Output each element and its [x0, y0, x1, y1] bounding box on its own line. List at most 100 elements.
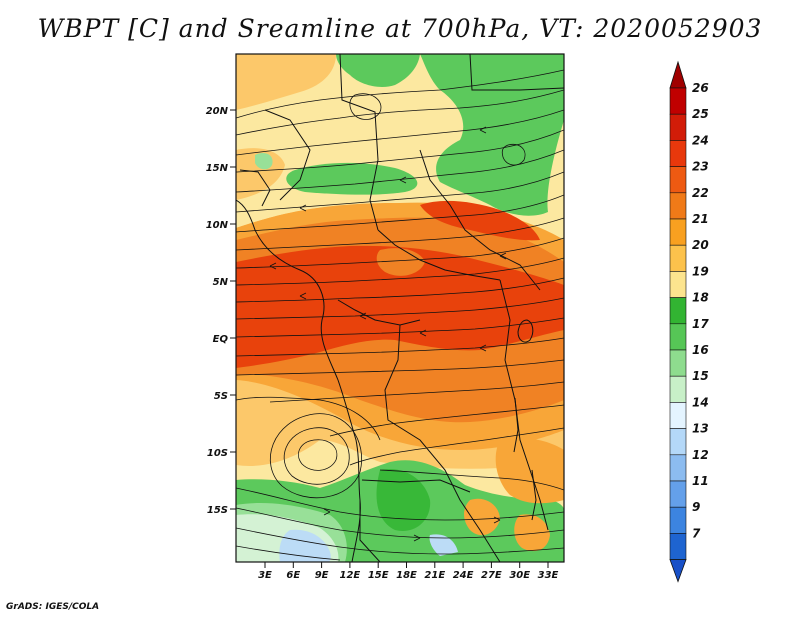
field-se-orange-3: [514, 514, 550, 552]
colorbar-label: 15: [692, 369, 709, 383]
lake-outline: [531, 469, 537, 521]
border-line: [337, 299, 421, 326]
map-title: WBPT [C] and Sreamline at 700hPa, VT: 20…: [37, 14, 763, 43]
streamline: [236, 217, 564, 251]
colorbar-label: 23: [692, 160, 709, 174]
colorbar-swatch: [669, 218, 687, 246]
lat-tick-label: 10N: [206, 220, 229, 231]
border-line: [359, 500, 381, 562]
field-south-green-dark: [376, 469, 431, 531]
streamline: [236, 171, 564, 213]
lat-tick-label: 5N: [213, 277, 229, 288]
country-borders: [236, 54, 564, 562]
map-area: [236, 54, 564, 562]
streamline: [236, 545, 341, 561]
colorbar-label: 7: [692, 526, 701, 540]
colorbar-label: 22: [692, 186, 709, 200]
colorbar-label: 19: [692, 264, 709, 278]
streamline: [236, 277, 564, 303]
colorbar-label: 12: [692, 448, 709, 462]
lake-outline: [517, 319, 534, 343]
streamline: [236, 257, 564, 286]
lat-tick-label: 15S: [207, 505, 228, 516]
streamline: [269, 381, 564, 403]
border-line: [339, 54, 379, 231]
streamline: [269, 413, 362, 499]
lon-tick-label: 27E: [481, 570, 502, 581]
streamline: [236, 129, 564, 173]
lon-tick-label: 6E: [286, 570, 300, 581]
colorbar-label: 25: [692, 107, 709, 121]
colorbar-swatch: [669, 375, 687, 403]
streamline: [283, 427, 350, 485]
border-line: [239, 169, 271, 207]
lat-tick-label: 5S: [214, 391, 228, 402]
colorbar-swatch: [669, 87, 687, 115]
colorbar-label: 24: [692, 133, 709, 147]
lat-tick-label: EQ: [213, 334, 229, 345]
streamline: [236, 109, 564, 156]
field-north-green-top: [336, 54, 420, 87]
grads-credit: GrADS: IGES/COLA: [6, 602, 100, 612]
lon-tick-label: 33E: [538, 570, 559, 581]
colorbar-swatch: [669, 454, 687, 482]
streamline: [349, 93, 382, 120]
streamline: [236, 337, 564, 357]
border-line: [361, 479, 471, 493]
border-line: [419, 149, 541, 291]
streamlines: [236, 69, 564, 561]
streamline: [236, 527, 564, 555]
longitude-axis: 3E 6E 9E 12E 15E 18E 21E 24E 27E 30E 33E: [258, 562, 559, 581]
field-south-light-blue-patch: [429, 534, 458, 556]
field-south-13: [279, 529, 331, 562]
colorbar: 26 25 24 23 22 21 20 19 18 17 16 15 14 13 12 11 9 7: [669, 60, 709, 583]
colorbar-top-arrow: [669, 60, 687, 89]
field-se-orange-2: [464, 498, 500, 536]
field-north-light-orange-2: [236, 148, 285, 200]
streamline: [236, 237, 564, 269]
coastline: [236, 199, 361, 562]
streamline: [236, 507, 564, 539]
colorbar-label: 21: [692, 212, 709, 226]
colorbar-swatch: [669, 113, 687, 141]
field-band-24-ne: [420, 200, 540, 241]
lon-tick-label: 24E: [453, 570, 474, 581]
colorbar-swatch: [669, 192, 687, 220]
colorbar-label: 18: [692, 291, 709, 305]
lon-tick-label: 12E: [340, 570, 361, 581]
colorbar-label: 20: [692, 238, 709, 252]
latitude-axis: 20N 15N 10N 5N EQ 5S 10S 15S: [206, 106, 236, 516]
colorbar-swatch: [669, 506, 687, 534]
streamline: [349, 427, 564, 466]
lon-tick-label: 15E: [368, 570, 389, 581]
lon-tick-label: 9E: [315, 570, 329, 581]
map-frame: [235, 53, 565, 563]
colorbar-label: 17: [692, 317, 709, 331]
field-band-24: [236, 245, 564, 368]
streamline: [329, 404, 564, 437]
colorbar-label: 14: [692, 395, 709, 409]
colorbar-swatch: [669, 533, 687, 560]
colorbar-swatch: [669, 271, 687, 298]
field-mid-green-spot: [255, 153, 273, 170]
lon-tick-label: 18E: [396, 570, 417, 581]
colorbar-swatch: [669, 323, 687, 351]
colorbar-label: 16: [692, 343, 709, 357]
border-line: [377, 229, 501, 281]
colorbar-swatch: [669, 140, 687, 167]
lon-tick-label: 30E: [509, 570, 530, 581]
field-band-22-patch: [376, 248, 425, 276]
colorbar-swatch: [669, 428, 687, 456]
colorbar-bottom-arrow: [669, 559, 687, 583]
border-line: [384, 324, 501, 562]
colorbar-swatch: [669, 244, 687, 272]
streamline: [379, 469, 564, 491]
colorbar-label: 26: [692, 81, 709, 95]
lon-tick-label: 3E: [258, 570, 272, 581]
lat-tick-label: 20N: [206, 106, 229, 117]
streamline: [236, 89, 564, 136]
colorbar-swatch: [669, 297, 687, 325]
field-north-green-spot: [513, 93, 542, 123]
field-north-light-orange: [236, 54, 336, 110]
